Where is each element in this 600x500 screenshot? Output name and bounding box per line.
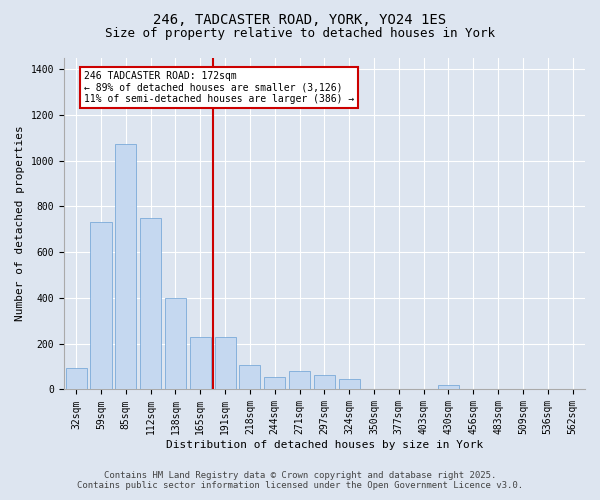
Bar (190, 337, 211, 390)
Bar (140, 218, 161, 390)
Bar (289, 371, 310, 390)
Bar (438, 385, 459, 390)
Text: 246, TADCASTER ROAD, YORK, YO24 1ES: 246, TADCASTER ROAD, YORK, YO24 1ES (154, 12, 446, 26)
Bar (115, 144, 136, 390)
X-axis label: Distribution of detached houses by size in York: Distribution of detached houses by size … (166, 440, 483, 450)
Y-axis label: Number of detached properties: Number of detached properties (15, 126, 25, 322)
Bar (165, 298, 186, 390)
Bar (264, 377, 285, 390)
Bar (338, 379, 360, 390)
Text: Contains HM Land Registry data © Crown copyright and database right 2025.
Contai: Contains HM Land Registry data © Crown c… (77, 470, 523, 490)
Bar (239, 366, 260, 390)
Bar (215, 337, 236, 390)
Text: 246 TADCASTER ROAD: 172sqm
← 89% of detached houses are smaller (3,126)
11% of s: 246 TADCASTER ROAD: 172sqm ← 89% of deta… (83, 71, 354, 104)
Bar (65, 368, 87, 390)
Bar (314, 374, 335, 390)
Bar (91, 222, 112, 390)
Text: Size of property relative to detached houses in York: Size of property relative to detached ho… (105, 28, 495, 40)
